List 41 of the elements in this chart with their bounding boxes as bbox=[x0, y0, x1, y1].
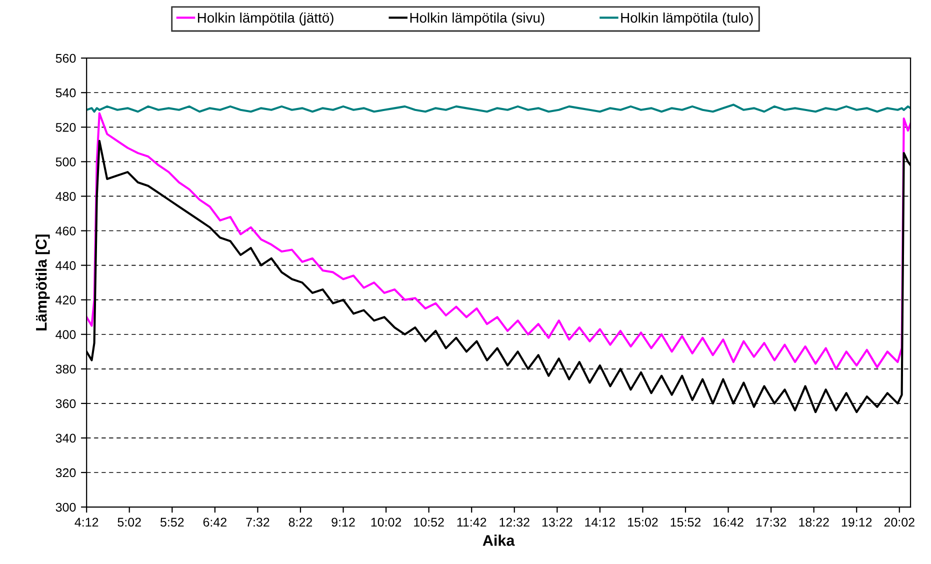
y-tick-label: 380 bbox=[56, 364, 76, 374]
y-tick-label: 560 bbox=[56, 54, 76, 63]
x-tick-label: 9:12 bbox=[332, 518, 355, 527]
x-tick-label: 15:02 bbox=[628, 518, 658, 527]
x-tick-label: 10:52 bbox=[414, 518, 444, 527]
x-axis-title: Aika bbox=[482, 534, 515, 546]
y-tick-label: 340 bbox=[56, 434, 76, 443]
legend-label: Holkin lämpötila (tulo) bbox=[621, 12, 753, 26]
x-tick-label: 7:32 bbox=[246, 518, 270, 527]
y-tick-label: 360 bbox=[56, 399, 76, 408]
legend-label: Holkin lämpötila (jättö) bbox=[198, 12, 334, 26]
y-tick-label: 540 bbox=[56, 88, 76, 98]
x-tick-label: 17:32 bbox=[756, 518, 786, 527]
x-tick-label: 18:22 bbox=[799, 518, 829, 527]
y-tick-label: 420 bbox=[56, 296, 76, 304]
x-tick-label: 10:02 bbox=[371, 518, 402, 527]
x-tick-label: 8:22 bbox=[288, 518, 312, 527]
y-tick-label: 520 bbox=[56, 122, 76, 132]
y-tick-label: 480 bbox=[56, 192, 76, 201]
y-tick-label: 500 bbox=[56, 157, 76, 166]
line-series bbox=[86, 112, 911, 370]
x-tick-label: 15:52 bbox=[670, 518, 701, 527]
line-series bbox=[86, 104, 911, 113]
x-tick-label: 20:02 bbox=[884, 518, 914, 527]
y-tick-label: 320 bbox=[56, 468, 76, 478]
x-tick-label: 16:42 bbox=[714, 518, 744, 527]
x-tick-label: 13:22 bbox=[542, 518, 572, 527]
x-tick-label: 5:02 bbox=[118, 518, 141, 527]
legend-label: Holkin lämpötila (sivu) bbox=[410, 12, 544, 26]
x-tick-label: 11:42 bbox=[457, 518, 486, 527]
y-tick-label: 300 bbox=[56, 502, 76, 512]
x-tick-label: 19:12 bbox=[842, 518, 872, 527]
y-tick-label: 440 bbox=[56, 261, 76, 270]
x-tick-label: 4:12 bbox=[74, 518, 98, 527]
x-tick-label: 12:32 bbox=[500, 518, 530, 527]
x-tick-label: 6:42 bbox=[203, 518, 226, 527]
y-axis-title: Lämpötila [C] bbox=[36, 234, 50, 330]
x-tick-label: 5:52 bbox=[160, 518, 184, 527]
y-tick-label: 400 bbox=[56, 330, 76, 340]
y-tick-label: 460 bbox=[56, 226, 76, 236]
x-tick-label: 14:12 bbox=[585, 518, 615, 527]
